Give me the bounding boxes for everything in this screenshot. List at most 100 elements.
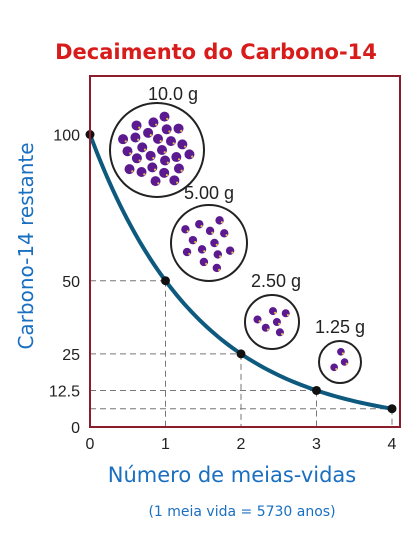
y-tick-labels: 0 12.5 25 50 100 xyxy=(49,128,80,438)
atom-3-1 xyxy=(330,363,338,372)
atom-0-9 xyxy=(131,153,142,164)
atom-highlight-1-6 xyxy=(205,262,208,265)
atom-2-0 xyxy=(272,318,281,326)
atom-0-5 xyxy=(165,136,176,147)
x-axis-label: Número de meias-vidas xyxy=(108,463,356,487)
x-tick-label-0: 0 xyxy=(86,436,95,453)
atom-highlight-0-2 xyxy=(159,140,162,143)
atom-highlight-2-3 xyxy=(281,333,284,336)
atom-highlight-0-15 xyxy=(155,123,158,126)
atom-highlight-0-7 xyxy=(149,133,152,137)
half-life-note: (1 meia vida = 5730 anos) xyxy=(148,504,335,520)
atom-samples: 10.0 g 5.00 g 2.50 g 1.25 g xyxy=(109,84,365,384)
sample-circle-2 xyxy=(244,294,300,350)
atom-2-3 xyxy=(275,328,284,337)
atom-highlight-1-7 xyxy=(200,225,203,228)
atom-highlight-0-9 xyxy=(138,159,141,162)
atom-highlight-0-11 xyxy=(165,173,169,177)
atom-0-13 xyxy=(177,139,188,150)
atom-1-3 xyxy=(213,250,222,259)
atom-0-16 xyxy=(173,163,184,174)
data-point-4 xyxy=(387,404,397,414)
sample-circle-1 xyxy=(170,204,248,282)
atom-highlight-3-0 xyxy=(345,362,348,365)
sample-mass-label-1: 5.00 g xyxy=(184,183,234,203)
sample-2: 2.50 g xyxy=(244,271,301,350)
atom-highlight-3-1 xyxy=(335,367,338,371)
atom-0-7 xyxy=(143,127,154,138)
atom-0-14 xyxy=(136,166,147,177)
atom-highlight-0-25 xyxy=(124,140,127,143)
atom-1-2 xyxy=(205,226,215,236)
atom-1-9 xyxy=(182,247,192,257)
data-point-1 xyxy=(161,276,170,286)
atom-1-1 xyxy=(197,245,207,254)
x-tick-label-3: 3 xyxy=(312,436,321,453)
atom-highlight-0-18 xyxy=(180,129,183,132)
atom-highlight-1-11 xyxy=(218,268,221,271)
atom-0-25 xyxy=(118,134,129,145)
atom-highlight-0-1 xyxy=(152,156,155,160)
sample-mass-label-2: 2.50 g xyxy=(251,271,301,291)
sample-mass-label-0: 10.0 g xyxy=(148,84,198,104)
atom-1-11 xyxy=(212,263,222,273)
atom-2-5 xyxy=(281,309,290,318)
atom-highlight-0-23 xyxy=(166,117,169,120)
atom-0-22 xyxy=(124,164,135,175)
atom-highlight-0-10 xyxy=(168,130,171,133)
atom-0-3 xyxy=(160,155,171,166)
chart-title: Decaimento do Carbono-14 xyxy=(55,40,377,64)
atom-highlight-1-5 xyxy=(225,234,228,237)
atom-0-11 xyxy=(159,167,170,178)
atom-highlight-0-12 xyxy=(137,138,140,141)
atom-0-24 xyxy=(169,175,180,186)
atom-1-12 xyxy=(181,225,190,234)
atom-3-2 xyxy=(337,348,345,356)
atom-highlight-0-6 xyxy=(153,168,157,171)
sample-circle-3 xyxy=(318,340,362,384)
sample-mass-label-3: 1.25 g xyxy=(315,317,365,337)
atom-highlight-1-0 xyxy=(215,243,218,246)
atom-1-10 xyxy=(215,216,224,225)
atom-0-8 xyxy=(171,152,182,163)
atom-highlight-0-22 xyxy=(131,170,134,173)
atom-0-6 xyxy=(147,162,158,173)
sample-1: 5.00 g xyxy=(170,183,248,282)
atom-2-4 xyxy=(253,315,262,324)
x-tick-labels: 0 1 2 3 4 xyxy=(86,436,397,453)
atom-highlight-1-2 xyxy=(211,231,214,234)
y-tick-label-3: 50 xyxy=(62,274,80,291)
atom-highlight-1-3 xyxy=(218,255,222,258)
data-point-3 xyxy=(312,385,321,395)
atom-highlight-1-9 xyxy=(188,252,191,256)
y-tick-label-4: 100 xyxy=(53,128,80,145)
atom-0-18 xyxy=(173,123,184,134)
atom-highlight-0-5 xyxy=(172,142,175,145)
y-tick-label-1: 12.5 xyxy=(49,383,80,400)
atom-0-15 xyxy=(148,117,159,128)
atom-0-0 xyxy=(156,145,167,155)
atom-highlight-0-20 xyxy=(138,126,141,129)
atom-2-2 xyxy=(268,307,277,316)
atom-0-19 xyxy=(150,176,161,187)
sample-0: 10.0 g xyxy=(109,84,205,198)
atom-0-4 xyxy=(137,142,148,153)
atom-3-0 xyxy=(340,358,349,366)
atom-highlight-2-4 xyxy=(258,320,261,323)
atom-0-21 xyxy=(184,149,195,160)
atom-highlight-1-8 xyxy=(231,251,234,254)
y-tick-label-2: 25 xyxy=(62,347,80,364)
atom-2-1 xyxy=(261,323,270,332)
atom-highlight-2-1 xyxy=(266,328,270,331)
atom-0-23 xyxy=(159,111,170,122)
atom-0-10 xyxy=(161,124,172,135)
atom-highlight-0-19 xyxy=(157,182,160,185)
plot-frame xyxy=(89,75,401,428)
atom-1-6 xyxy=(199,257,209,267)
atom-highlight-0-8 xyxy=(177,158,181,161)
atom-1-8 xyxy=(225,246,235,255)
atom-1-5 xyxy=(220,229,229,238)
atom-highlight-2-0 xyxy=(278,322,281,325)
sample-3: 1.25 g xyxy=(315,317,365,384)
atom-highlight-0-13 xyxy=(183,145,187,148)
